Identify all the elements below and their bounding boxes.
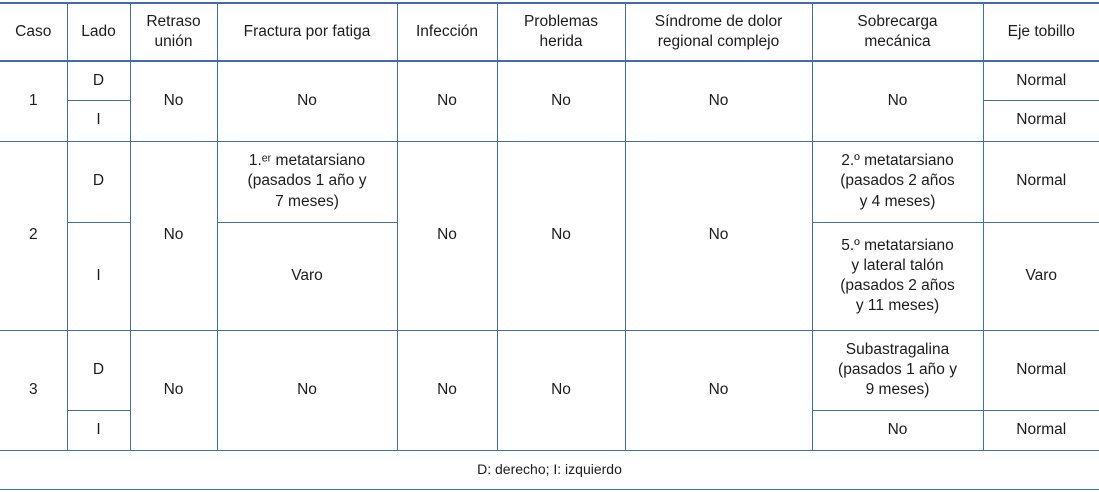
col-header-caso: Caso (0, 2, 68, 62)
cell-case3-caso: 3 (0, 329, 68, 451)
cell-case2-eje-d: Normal (982, 140, 1099, 223)
case3-row-d: 3 D No No No No No Subastragalina (pasad… (0, 329, 1099, 451)
cell-case3-lado-d: D (66, 329, 131, 411)
cell-case2-problemas: No (496, 140, 626, 331)
header-row: Caso Lado Retraso unión Fractura por fat… (0, 2, 1099, 62)
cell-case1-retraso: No (129, 60, 218, 142)
footnote-row: D: derecho; I: izquierdo (0, 449, 1099, 490)
cell-case1-fractura: No (216, 60, 398, 142)
cell-case2-lado-d: D (66, 140, 131, 223)
cell-case3-retraso: No (129, 329, 218, 451)
cell-case1-eje-d: Normal (982, 60, 1099, 101)
cell-case2-sobrecarga-d: 2.º metatarsiano (pasados 2 años y 4 mes… (811, 140, 984, 223)
cell-case3-sobrecarga-d: Subastragalina (pasados 1 año y 9 meses) (811, 329, 984, 411)
cell-case2-eje-i: Varo (982, 221, 1099, 331)
cell-case1-sobrecarga: No (811, 60, 984, 142)
cell-case3-eje-i: Normal (982, 409, 1099, 451)
case2-row-d: 2 D No 1.ᵉʳ metatarsiano (pasados 1 año … (0, 140, 1099, 331)
cell-case2-infeccion: No (396, 140, 498, 331)
cell-case2-sindrome: No (624, 140, 813, 331)
cell-case3-lado-i: I (66, 409, 131, 451)
col-header-sindrome-dolor-regional: Síndrome de dolor regional complejo (624, 2, 813, 62)
cell-case1-lado-d: D (66, 60, 131, 101)
cell-case1-infeccion: No (396, 60, 498, 142)
cell-case1-eje-i: Normal (982, 99, 1099, 142)
cell-case1-lado-i: I (66, 99, 131, 142)
cell-case1-problemas: No (496, 60, 626, 142)
col-header-lado: Lado (66, 2, 131, 62)
cell-case2-caso: 2 (0, 140, 68, 331)
col-header-infeccion: Infección (396, 2, 498, 62)
col-header-retraso-union: Retraso unión (129, 2, 218, 62)
cell-case2-fractura-d: 1.ᵉʳ metatarsiano (pasados 1 año y 7 mes… (216, 140, 398, 223)
case1-row-d: 1 D No No No No No No Normal (0, 60, 1099, 142)
cell-case3-sindrome: No (624, 329, 813, 451)
cell-case3-infeccion: No (396, 329, 498, 451)
cell-case3-problemas: No (496, 329, 626, 451)
col-header-fractura-por-fatiga: Fractura por fatiga (216, 2, 398, 62)
cell-case2-fractura-i: Varo (216, 221, 398, 331)
cell-case1-sindrome: No (624, 60, 813, 142)
cell-case2-lado-i: I (66, 221, 131, 331)
table-footnote: D: derecho; I: izquierdo (0, 449, 1099, 490)
cell-case2-retraso: No (129, 140, 218, 331)
cell-case3-eje-d: Normal (982, 329, 1099, 411)
col-header-eje-tobillo: Eje tobillo (982, 2, 1099, 62)
col-header-problemas-herida: Problemas herida (496, 2, 626, 62)
cell-case1-caso: 1 (0, 60, 68, 142)
cell-case3-fractura: No (216, 329, 398, 451)
case3-row-i: I No Normal (0, 409, 1099, 451)
case2-row-i: I Varo 5.º metatarsiano y lateral talón … (0, 221, 1099, 331)
cell-case3-sobrecarga-i: No (811, 409, 984, 451)
cell-case2-sobrecarga-i: 5.º metatarsiano y lateral talón (pasado… (811, 221, 984, 331)
col-header-sobrecarga-mecanica: Sobrecarga mecánica (811, 2, 984, 62)
